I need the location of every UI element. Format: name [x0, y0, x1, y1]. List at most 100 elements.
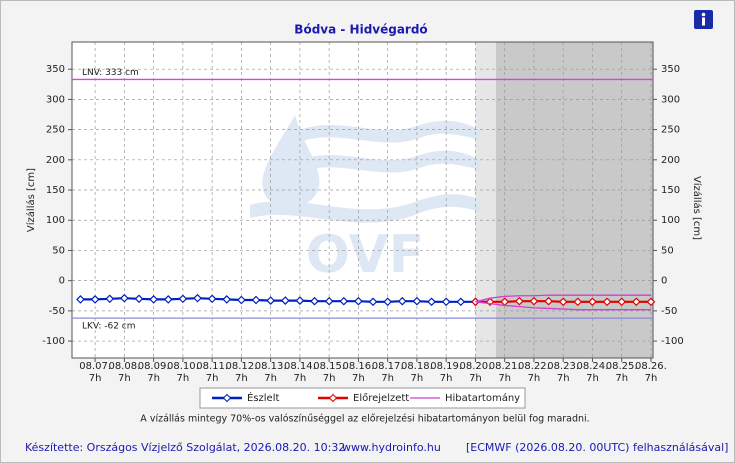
x-tick-label: 08.23. 7h	[547, 361, 580, 384]
series-marker	[178, 294, 188, 304]
series-marker	[339, 296, 349, 306]
footer-left: Készítette: Országos Vízjelző Szolgálat,…	[25, 441, 346, 454]
series-marker	[368, 297, 378, 307]
legend-label: Észlelt	[247, 391, 279, 404]
series-marker	[295, 296, 305, 305]
note: A vízállás mintegy 70%-os valószínűségge…	[140, 414, 589, 425]
y-tick-label: 350	[46, 64, 65, 75]
series-marker	[573, 297, 583, 307]
chart-title: Bódva - Hidvégardó	[294, 23, 427, 37]
series-marker	[485, 297, 495, 307]
x-tick-label: 08.14. 7h	[283, 361, 316, 384]
series-marker	[90, 295, 100, 304]
x-tick-label: 08.13. 7h	[254, 361, 287, 384]
y-tick-label: 200	[46, 155, 65, 166]
info-icon[interactable]	[694, 10, 713, 29]
y-tick-label: 0	[59, 276, 65, 287]
series-marker	[76, 295, 85, 304]
x-tick-label: 08.19. 7h	[430, 361, 463, 384]
series-marker	[354, 296, 363, 306]
series-marker	[558, 297, 568, 307]
y2-tick-label: 250	[661, 125, 680, 136]
x-tick-label: 08.16. 7h	[342, 361, 375, 384]
forecast-shade	[475, 42, 496, 358]
y2-tick-label: 350	[661, 64, 680, 75]
y2-tick-label: 150	[661, 185, 680, 196]
series-marker	[383, 297, 393, 307]
y-tick-label: 250	[46, 125, 65, 136]
series-line	[475, 301, 651, 311]
y2-axis-label: Vízállás [cm]	[691, 176, 703, 240]
x-tick-label: 08.18. 7h	[401, 361, 433, 384]
watermark-logo: OVF	[250, 115, 480, 285]
x-tick-label: 08.15. 7h	[313, 361, 346, 384]
y2-tick-label: 200	[661, 155, 680, 166]
y-axis-label: Vízállás [cm]	[25, 168, 37, 232]
series-marker	[631, 297, 641, 307]
y2-tick-label: 0	[661, 276, 667, 287]
series-marker	[544, 296, 553, 306]
y2-tick-label: 100	[661, 215, 680, 226]
y-tick-label: 150	[46, 185, 65, 196]
series-marker	[397, 296, 407, 306]
threshold-label: LKV: -62 cm	[82, 322, 136, 332]
threshold-label: LNV: 333 cm	[82, 68, 139, 78]
series-marker	[149, 295, 158, 304]
y-tick-label: -100	[42, 336, 65, 347]
series-marker	[280, 296, 290, 305]
x-tick-label: 08.22. 7h	[518, 361, 550, 384]
series-line	[80, 297, 476, 303]
series-marker	[266, 296, 275, 305]
series-marker	[514, 296, 524, 306]
x-tick-label: 08.12. 7h	[225, 361, 258, 384]
forecast-shade	[495, 42, 653, 358]
legend-label: Előrejelzett	[353, 392, 409, 404]
series-marker	[602, 297, 612, 307]
series-marker	[441, 297, 451, 307]
series-marker	[134, 294, 144, 304]
legend-swatch-marker	[328, 393, 338, 403]
y2-tick-label: 300	[661, 94, 680, 105]
series-marker	[237, 295, 246, 305]
x-tick-label: 08.10. 7h	[166, 361, 199, 384]
y-tick-label: 100	[46, 215, 65, 226]
y2-tick-label: -50	[661, 306, 677, 317]
series-marker	[193, 293, 202, 303]
x-tick-label: 08.11. 7h	[196, 361, 229, 384]
x-tick-label: 08.25. 7h	[605, 361, 638, 384]
x-tick-label: 08.26. 7h	[635, 361, 667, 384]
y-tick-label: -50	[49, 306, 65, 317]
series-marker	[324, 296, 334, 306]
series-marker	[163, 295, 173, 304]
x-tick-label: 08.21. 7h	[488, 361, 521, 384]
legend-box	[199, 387, 526, 409]
series-marker	[310, 296, 319, 306]
x-tick-label: 08.08. 7h	[108, 361, 141, 384]
series-marker	[588, 297, 597, 307]
plot-border	[71, 41, 654, 359]
series-marker	[207, 294, 217, 304]
x-tick-label: 08.20. 7h	[459, 361, 492, 384]
series-marker	[617, 297, 627, 307]
y2-tick-label: -100	[661, 336, 684, 347]
watermark: OVF	[306, 225, 425, 285]
footer-right: [ECMWF (2026.08.20. 00UTC) felhasználásá…	[466, 441, 729, 454]
series-marker	[251, 295, 261, 305]
series-marker	[412, 296, 422, 306]
series-line	[475, 294, 651, 303]
x-tick-label: 08.09. 7h	[137, 361, 170, 384]
series-marker	[105, 294, 115, 304]
series-marker	[529, 296, 539, 306]
legend-label: Hibatartomány	[445, 392, 520, 404]
series-marker	[222, 295, 232, 304]
x-tick-label: 08.17. 7h	[371, 361, 404, 384]
series-marker	[456, 297, 466, 307]
legend-swatch-marker	[222, 393, 232, 403]
y-tick-label: 300	[46, 94, 65, 105]
x-tick-label: 08.24. 7h	[576, 361, 609, 384]
series-marker	[427, 297, 436, 307]
footer-center[interactable]: www.hydroinfo.hu	[342, 441, 441, 454]
series-marker	[120, 293, 129, 303]
